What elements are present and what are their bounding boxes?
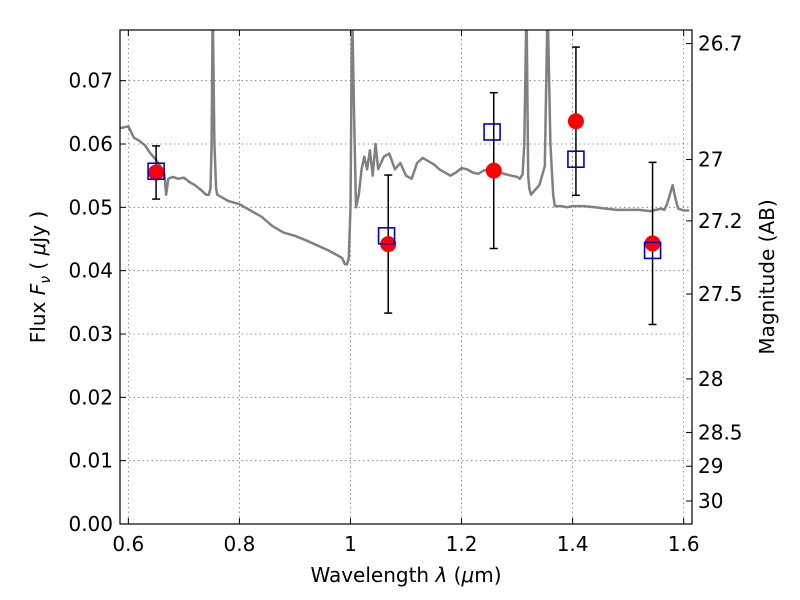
right-tick-label: 30: [698, 489, 723, 513]
observed-points: [148, 113, 661, 253]
observed-point: [485, 162, 502, 179]
y-tick-label: 0.06: [68, 132, 113, 156]
y-tick-label: 0.00: [68, 512, 113, 536]
x-tick-label: 0.8: [223, 532, 255, 556]
right-tick-label: 27.5: [698, 282, 743, 306]
y-tick-label: 0.03: [68, 322, 113, 346]
model-photometry-points: [147, 123, 662, 260]
right-axis-label: Magnitude (AB): [755, 199, 779, 354]
y-tick-label: 0.05: [68, 195, 113, 219]
observed-errorbars: [152, 46, 657, 326]
y-tick-label: 0.01: [68, 449, 113, 473]
model-photometry-point: [483, 123, 501, 141]
x-tick-label: 1.2: [446, 532, 478, 556]
right-tick-label: 29: [698, 454, 723, 478]
plot-frame: [119, 29, 693, 525]
x-tick-label: 1: [344, 532, 357, 556]
x-axis-label: Wavelength λ (μm): [310, 563, 501, 587]
observed-point: [148, 164, 165, 181]
y-tick-label: 0.02: [68, 385, 113, 409]
grid-lines: [120, 30, 692, 525]
x-tick-label: 1.4: [557, 532, 589, 556]
y-tick-label: 0.07: [68, 69, 113, 93]
y-axis-ticks: 0.00 0.01 0.02 0.03 0.04 0.05 0.06 0.07: [68, 69, 126, 536]
model-photometry-point: [377, 227, 396, 245]
model-photometry-point: [643, 241, 662, 260]
right-tick-label: 28.5: [698, 420, 743, 444]
x-tick-label: 0.6: [112, 532, 144, 556]
model-photometry-point: [147, 162, 165, 181]
model-photometry-point: [567, 150, 585, 168]
observed-point: [567, 113, 584, 130]
right-tick-label: 28: [698, 367, 723, 391]
right-tick-label: 27: [698, 148, 723, 172]
y-axis-label: Flux Fν ( μJy ): [26, 211, 54, 343]
right-tick-label: 27.2: [698, 209, 743, 233]
x-tick-label: 1.6: [668, 532, 700, 556]
right-tick-label: 26.7: [698, 32, 743, 56]
observed-point: [644, 235, 661, 252]
right-axis-ticks: 26.7 27 27.2 27.5 28 28.5 29 30: [686, 32, 743, 513]
y-tick-label: 0.04: [68, 259, 113, 283]
model-spectrum-line: [120, 30, 690, 266]
x-axis-ticks: 0.6 0.8 1 1.2 1.4 1.6: [112, 30, 700, 556]
